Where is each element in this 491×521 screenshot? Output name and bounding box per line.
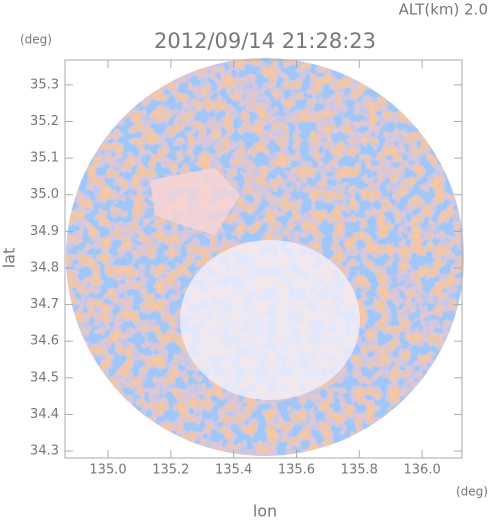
y-tick-label: 34.6 bbox=[30, 334, 59, 349]
x-unit: (deg) bbox=[456, 485, 488, 499]
radar-field bbox=[66, 58, 464, 456]
y-unit: (deg) bbox=[20, 33, 52, 47]
y-tick-label: 35.3 bbox=[30, 77, 59, 92]
x-tick-label: 135.2 bbox=[152, 463, 189, 478]
y-tick-label: 35.1 bbox=[30, 151, 59, 166]
y-tick-label: 35.0 bbox=[30, 187, 59, 202]
y-tick-label: 34.7 bbox=[30, 297, 59, 312]
x-tick-label: 135.4 bbox=[215, 463, 252, 478]
y-tick-label: 34.9 bbox=[30, 224, 59, 239]
plot-frame bbox=[64, 59, 463, 459]
x-tick-label: 135.8 bbox=[341, 463, 378, 478]
x-tick-label: 135.0 bbox=[89, 463, 126, 478]
y-tick-label: 35.2 bbox=[30, 114, 59, 129]
y-tick-label: 34.4 bbox=[30, 407, 59, 422]
x-tick-label: 136.0 bbox=[404, 463, 441, 478]
y-tick-label: 34.3 bbox=[30, 444, 59, 459]
x-axis-label: lon bbox=[253, 502, 277, 521]
y-tick-label: 34.8 bbox=[30, 260, 59, 275]
y-tick-label: 34.5 bbox=[30, 370, 59, 385]
chart-title: 2012/09/14 21:28:23 bbox=[154, 29, 376, 53]
y-axis-label: lat bbox=[0, 248, 19, 269]
x-tick-label: 135.6 bbox=[278, 463, 315, 478]
altitude-label: ALT(km) 2.0 bbox=[399, 1, 488, 19]
